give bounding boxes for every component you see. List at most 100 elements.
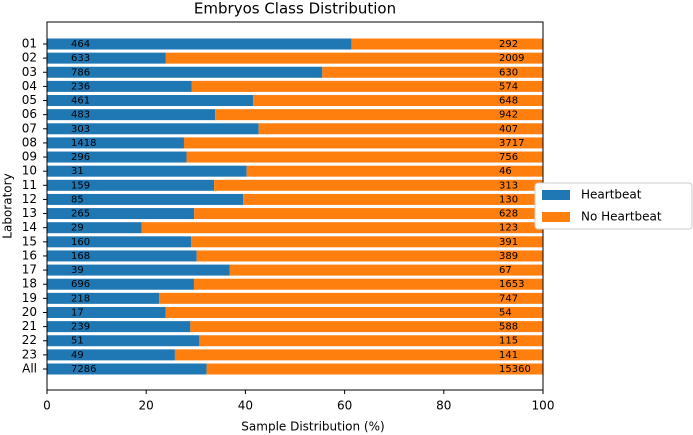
y-tick-label: 21 [22, 319, 37, 333]
data-label: 313 [499, 180, 518, 191]
y-tick-label: 12 [22, 192, 37, 206]
bar-segment [183, 137, 544, 149]
data-label: 296 [71, 152, 90, 163]
data-label: 123 [499, 223, 518, 234]
data-label: 461 [71, 96, 90, 107]
data-label: 3717 [499, 138, 524, 149]
y-tick-label: 06 [22, 107, 37, 121]
bar-segment [174, 349, 544, 361]
y-tick-label: 08 [22, 135, 37, 149]
y-tick-label: 09 [22, 150, 37, 164]
data-label: 168 [71, 251, 90, 262]
bar-segment [47, 109, 216, 121]
bar-segment [47, 222, 142, 234]
legend-swatch [542, 212, 570, 222]
bar-segment [190, 321, 543, 333]
legend-label: Heartbeat [581, 188, 642, 202]
data-label: 2009 [499, 53, 524, 64]
bar-segment [322, 66, 543, 78]
data-label: 391 [499, 237, 518, 248]
bar-segment [47, 151, 187, 163]
data-label: 389 [499, 251, 518, 262]
bar-segment [47, 292, 160, 304]
bar-segment [47, 363, 207, 375]
data-label: 633 [71, 53, 90, 64]
x-tick-label: 100 [532, 399, 555, 413]
data-label: 130 [499, 194, 518, 205]
bar-segment [47, 264, 230, 276]
y-tick-label: 16 [22, 248, 37, 262]
bar-segment [47, 137, 184, 149]
bar-segment [47, 52, 166, 64]
legend-swatch [542, 190, 570, 200]
x-tick-label: 0 [43, 399, 51, 413]
y-tick-label: 02 [22, 51, 37, 65]
data-label: 7286 [71, 364, 96, 375]
data-label: 85 [71, 194, 84, 205]
bar-segment [206, 363, 543, 375]
data-label: 483 [71, 110, 90, 121]
y-tick-label: 07 [22, 121, 37, 135]
data-label: 141 [499, 350, 518, 361]
data-label: 39 [71, 265, 84, 276]
y-tick-label: All [22, 362, 37, 376]
data-label: 265 [71, 209, 90, 220]
bar-segment [186, 151, 543, 163]
bar-segment [141, 222, 543, 234]
bar-segment [215, 109, 543, 121]
data-label: 292 [499, 39, 518, 50]
bar-segment [199, 335, 543, 347]
data-label: 648 [499, 96, 518, 107]
y-tick-label: 03 [22, 65, 37, 79]
y-tick-label: 20 [22, 305, 37, 319]
bar-segment [165, 52, 543, 64]
legend: Heartbeat No Heartbeat [534, 182, 693, 230]
bar-segment [47, 95, 254, 107]
data-label: 17 [71, 307, 84, 318]
data-label: 236 [71, 81, 90, 92]
bar-segment [47, 165, 247, 177]
data-label: 160 [71, 237, 90, 248]
bar-segment [243, 193, 543, 205]
data-label: 630 [499, 67, 518, 78]
bar-segment [194, 208, 543, 220]
y-tick-label: 01 [22, 37, 37, 51]
data-label: 54 [499, 307, 512, 318]
data-label: 218 [71, 293, 90, 304]
legend-label: No Heartbeat [581, 210, 662, 224]
bar-segment [47, 123, 259, 135]
y-tick-label: 14 [22, 220, 37, 234]
bar-segment [159, 292, 543, 304]
data-label: 49 [71, 350, 84, 361]
bar-segment [47, 80, 192, 92]
data-label: 15360 [499, 364, 531, 375]
bar-segment [258, 123, 543, 135]
bar-segment [47, 278, 194, 290]
y-tick-label: 11 [22, 178, 37, 192]
bar-segment [47, 250, 197, 262]
legend-frame [534, 182, 693, 230]
bar-segment [214, 179, 543, 191]
bar-segment [191, 80, 543, 92]
y-tick-label: 23 [22, 347, 37, 361]
x-tick-label: 80 [436, 399, 451, 413]
data-label: 588 [499, 322, 518, 333]
y-tick-label: 15 [22, 234, 37, 248]
bar-segment [191, 236, 543, 248]
data-label: 46 [499, 166, 512, 177]
data-label: 1418 [71, 138, 96, 149]
data-label: 747 [499, 293, 518, 304]
data-label: 159 [71, 180, 90, 191]
bar-segment [47, 38, 352, 50]
y-tick-label: 13 [22, 206, 37, 220]
data-label: 942 [499, 110, 518, 121]
data-label: 31 [71, 166, 84, 177]
bar-segment [47, 349, 175, 361]
data-label: 786 [71, 67, 90, 78]
x-axis-label: Sample Distribution (%) [241, 420, 384, 434]
bar-segment [47, 306, 166, 318]
data-label: 574 [499, 81, 518, 92]
data-label: 115 [499, 336, 518, 347]
bar-segment [47, 236, 192, 248]
